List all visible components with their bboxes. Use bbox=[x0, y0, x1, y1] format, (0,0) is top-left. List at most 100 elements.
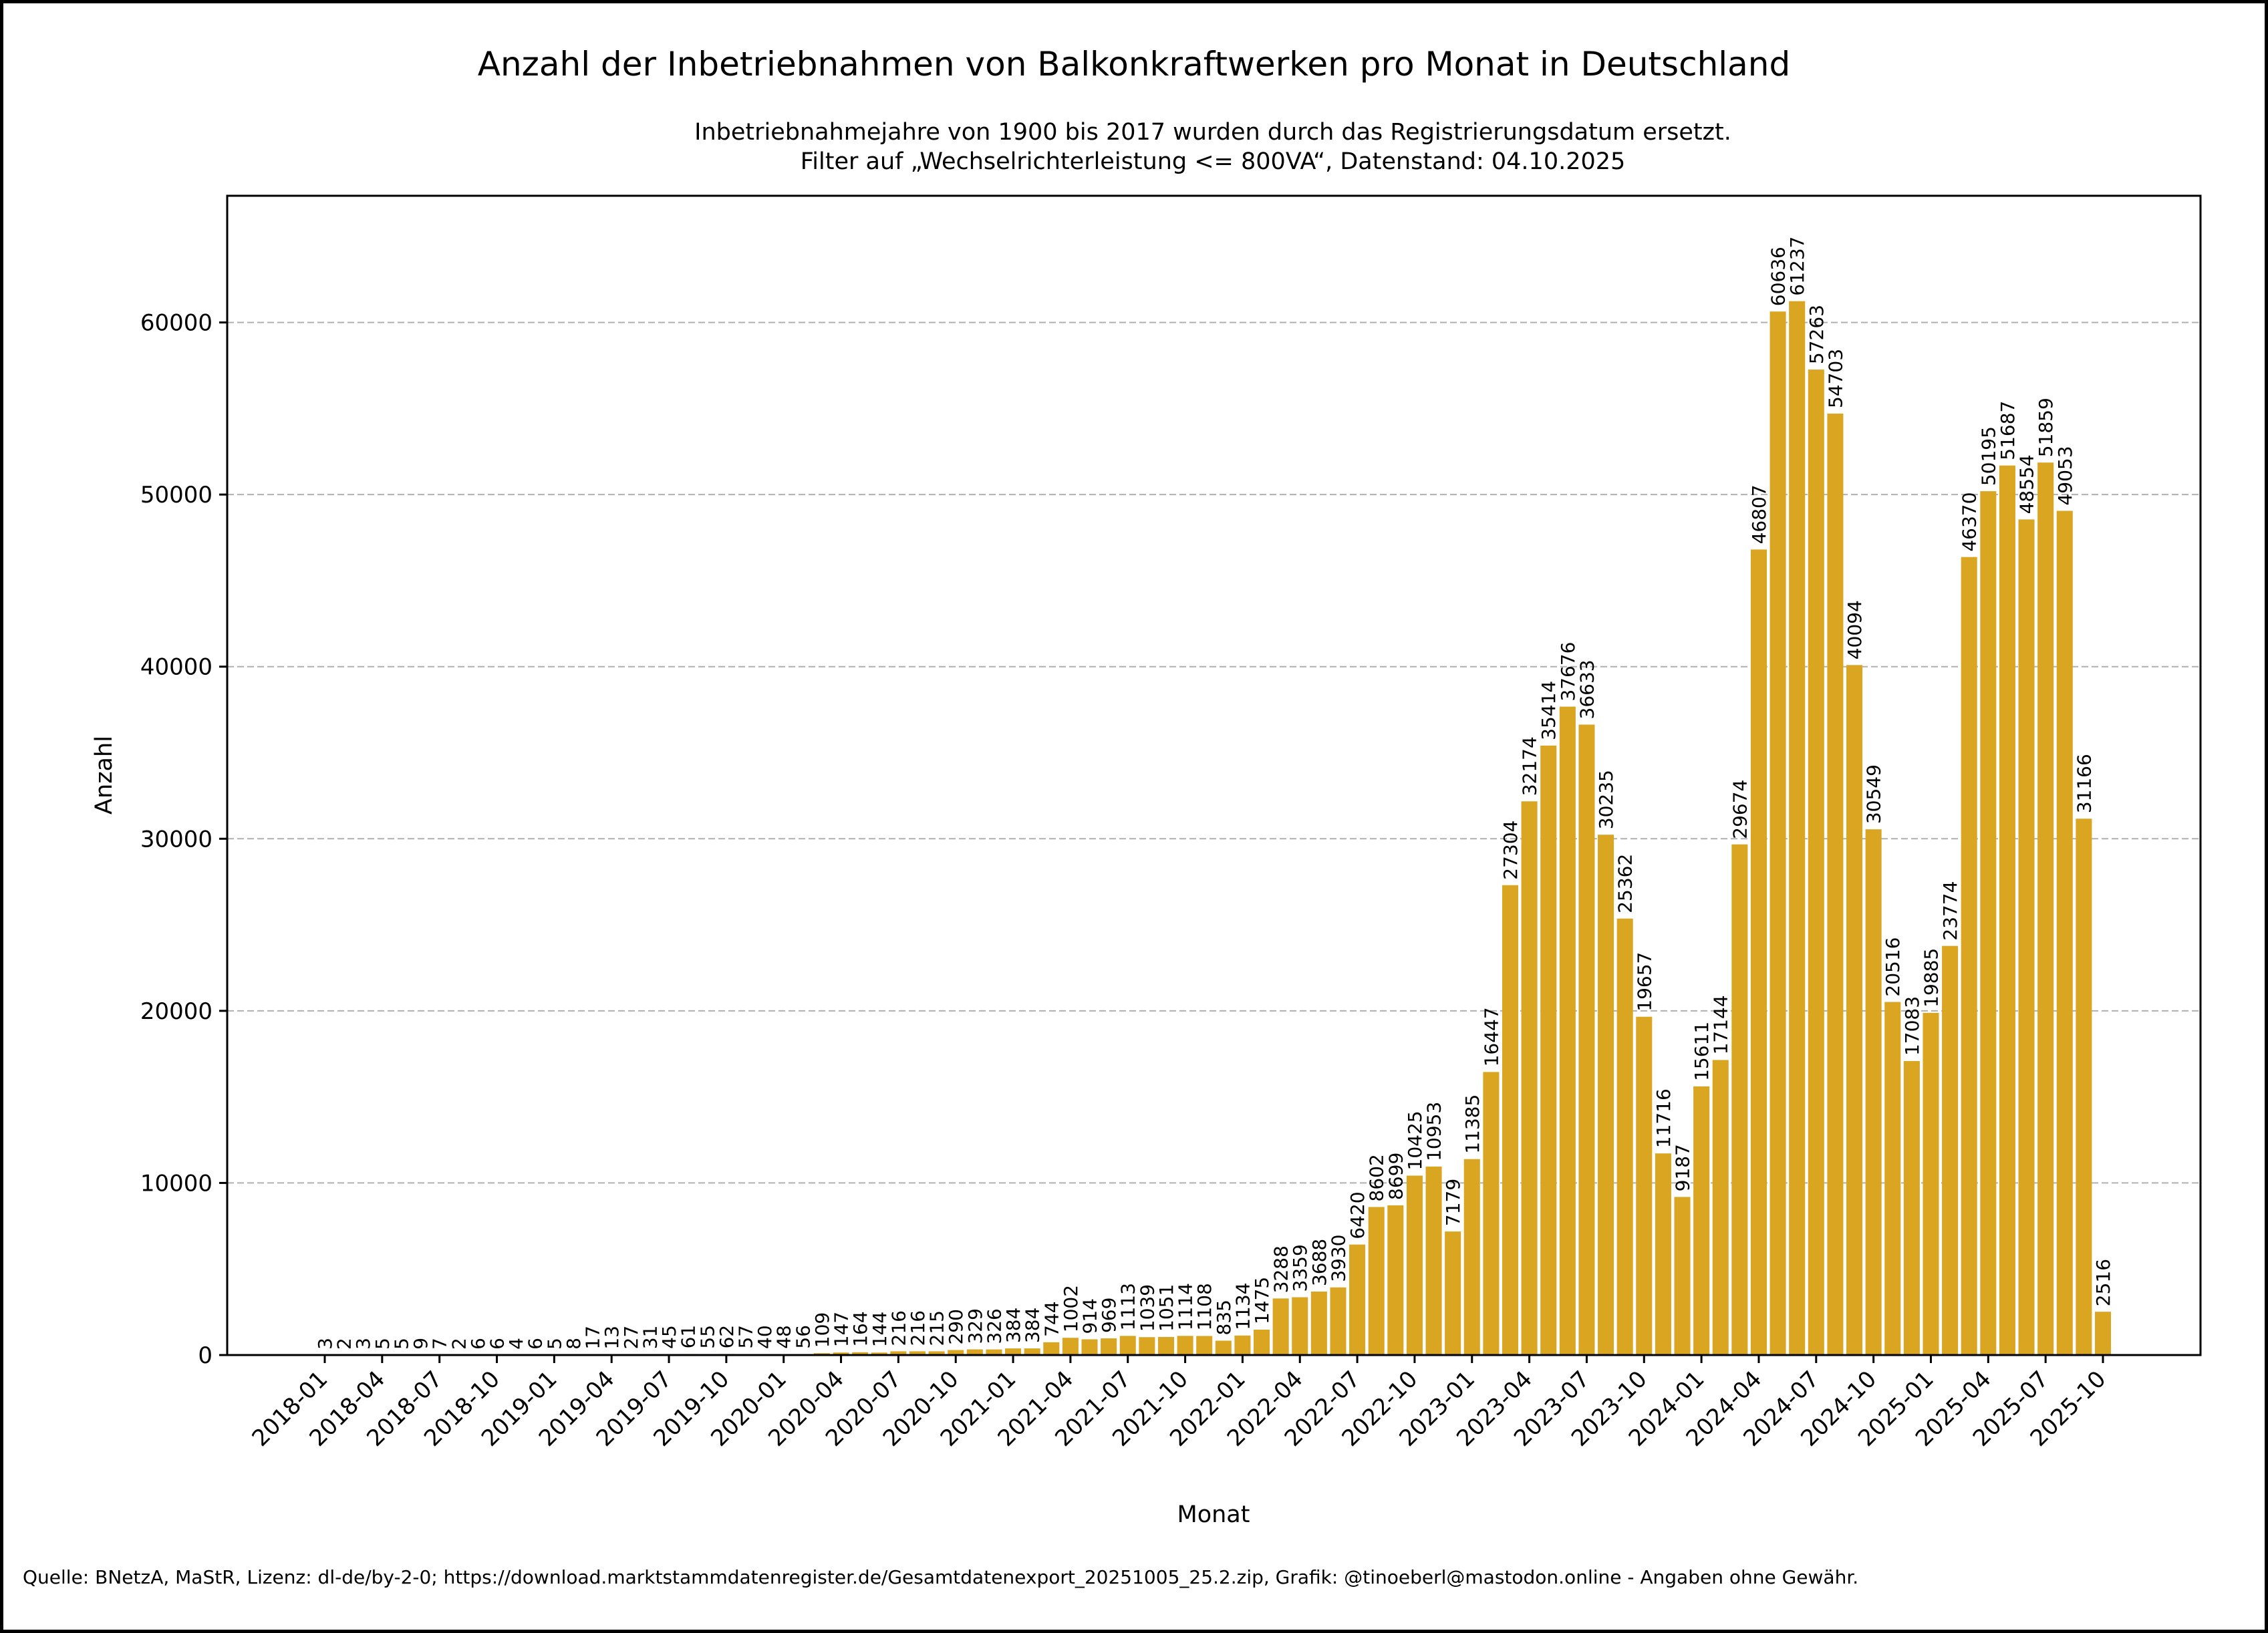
bar-value-label: 3 bbox=[352, 1338, 374, 1350]
bar-value-label: 744 bbox=[1040, 1301, 1062, 1336]
bar-value-label: 7 bbox=[429, 1338, 451, 1350]
bar-2023-06 bbox=[1559, 706, 1576, 1355]
bar-2024-04 bbox=[1750, 549, 1767, 1356]
bar-2022-11 bbox=[1425, 1166, 1442, 1355]
bar-value-label: 10953 bbox=[1423, 1102, 1445, 1161]
bar-2023-08 bbox=[1598, 835, 1614, 1355]
bar-2022-03 bbox=[1272, 1298, 1289, 1355]
bar-2024-05 bbox=[1769, 311, 1786, 1355]
bar-2025-08 bbox=[2056, 510, 2073, 1355]
bar-2022-07 bbox=[1349, 1244, 1366, 1355]
bar-2021-01 bbox=[1005, 1348, 1022, 1355]
bar-2024-09 bbox=[1846, 665, 1863, 1356]
bar-2020-10 bbox=[948, 1350, 964, 1355]
bar-2020-08 bbox=[909, 1351, 926, 1355]
bar-2022-09 bbox=[1387, 1205, 1404, 1355]
bar-2020-04 bbox=[833, 1352, 849, 1355]
bar-value-label: 48554 bbox=[2016, 454, 2038, 514]
bar-2022-12 bbox=[1445, 1231, 1461, 1355]
bar-value-label: 5 bbox=[390, 1338, 412, 1350]
bar-value-label: 835 bbox=[1213, 1300, 1235, 1335]
bar-value-label: 20516 bbox=[1882, 937, 1904, 996]
bar-2020-06 bbox=[871, 1352, 887, 1355]
bar-2024-10 bbox=[1865, 829, 1882, 1355]
bar-value-label: 384 bbox=[1002, 1308, 1024, 1343]
bar-value-label: 1134 bbox=[1232, 1283, 1254, 1330]
bar-value-label: 2 bbox=[448, 1338, 470, 1350]
bar-2025-10 bbox=[2094, 1312, 2112, 1355]
bar-value-label: 9187 bbox=[1672, 1144, 1694, 1191]
bar-value-label: 6 bbox=[467, 1338, 489, 1350]
bar-value-label: 1114 bbox=[1175, 1283, 1197, 1330]
bar-2025-05 bbox=[1999, 465, 2015, 1355]
x-axis-label: Monat bbox=[1177, 1501, 1250, 1528]
bar-value-label: 2516 bbox=[2092, 1259, 2114, 1306]
bar-2023-09 bbox=[1616, 918, 1633, 1355]
bar-value-label: 1475 bbox=[1251, 1277, 1273, 1324]
bar-2025-02 bbox=[1942, 945, 1959, 1355]
bar-2023-10 bbox=[1636, 1016, 1653, 1355]
bar-value-label: 8699 bbox=[1385, 1153, 1407, 1200]
bar-value-label: 10425 bbox=[1404, 1110, 1426, 1170]
bar-value-label: 37676 bbox=[1557, 642, 1579, 702]
bar-value-label: 35414 bbox=[1538, 681, 1560, 740]
bar-2021-08 bbox=[1139, 1337, 1155, 1355]
bar-2022-08 bbox=[1368, 1207, 1385, 1355]
bar-value-label: 3930 bbox=[1327, 1235, 1349, 1282]
bar-2020-11 bbox=[966, 1349, 983, 1355]
bar-value-label: 13 bbox=[601, 1326, 623, 1350]
bar-value-label: 290 bbox=[945, 1309, 967, 1344]
bar-value-label: 30549 bbox=[1863, 764, 1885, 824]
bar-value-label: 326 bbox=[983, 1308, 1005, 1344]
bar-2021-03 bbox=[1043, 1342, 1060, 1355]
bar-value-label: 215 bbox=[926, 1310, 948, 1346]
bar-value-label: 54703 bbox=[1824, 349, 1846, 408]
bar-value-label: 36633 bbox=[1576, 659, 1598, 719]
bar-2023-05 bbox=[1540, 745, 1557, 1355]
bar-2022-02 bbox=[1254, 1330, 1270, 1355]
bar-2022-05 bbox=[1310, 1292, 1327, 1355]
bar-value-label: 17 bbox=[582, 1326, 604, 1350]
bar-value-label: 51859 bbox=[2035, 398, 2057, 457]
bar-value-label: 8602 bbox=[1366, 1154, 1388, 1201]
bar-value-labels: 3235597266465817132731456155625740485610… bbox=[314, 237, 2114, 1350]
bar-value-label: 384 bbox=[1022, 1308, 1044, 1343]
bar-value-label: 32174 bbox=[1519, 736, 1541, 796]
bar-value-label: 50195 bbox=[1977, 426, 1999, 486]
bar-value-label: 51687 bbox=[1997, 401, 2019, 460]
bar-value-label: 55 bbox=[696, 1325, 718, 1349]
bar-2022-04 bbox=[1292, 1297, 1308, 1355]
chart-subtitle-line-1: Inbetriebnahmejahre von 1900 bis 2017 wu… bbox=[694, 119, 1731, 146]
bar-2023-12 bbox=[1674, 1197, 1691, 1355]
y-tick-label: 10000 bbox=[140, 1170, 212, 1197]
bar-value-label: 27304 bbox=[1500, 821, 1522, 880]
bar-2024-06 bbox=[1789, 301, 1806, 1356]
bar-value-label: 31 bbox=[639, 1326, 661, 1350]
y-tick-label: 30000 bbox=[140, 826, 212, 853]
bar-value-label: 5 bbox=[372, 1338, 394, 1350]
bar-value-label: 48 bbox=[773, 1325, 795, 1349]
bar-value-label: 61237 bbox=[1786, 237, 1808, 296]
bar-value-label: 5 bbox=[543, 1338, 565, 1350]
bar-value-label: 216 bbox=[887, 1310, 909, 1346]
bar-2021-04 bbox=[1062, 1338, 1079, 1355]
bar-2021-10 bbox=[1177, 1336, 1193, 1355]
bar-2021-02 bbox=[1024, 1348, 1040, 1355]
bar-2024-07 bbox=[1808, 369, 1824, 1356]
bar-2024-03 bbox=[1731, 844, 1748, 1355]
bar-value-label: 914 bbox=[1079, 1298, 1101, 1334]
bar-value-label: 1002 bbox=[1060, 1285, 1082, 1332]
bar-2024-08 bbox=[1827, 414, 1844, 1356]
y-axis-ticks: 0 10000 20000 30000 40000 50000 60000 bbox=[140, 310, 227, 1369]
bar-2025-09 bbox=[2076, 819, 2092, 1355]
bar-2025-03 bbox=[1961, 557, 1977, 1355]
bar-value-label: 1108 bbox=[1193, 1283, 1216, 1330]
axes-frame bbox=[226, 194, 2202, 1356]
bar-2022-06 bbox=[1330, 1287, 1346, 1355]
bar-2023-04 bbox=[1521, 801, 1538, 1355]
bar-value-label: 17144 bbox=[1710, 995, 1732, 1054]
y-tick-label: 40000 bbox=[140, 654, 212, 681]
bar-2021-11 bbox=[1196, 1336, 1213, 1355]
